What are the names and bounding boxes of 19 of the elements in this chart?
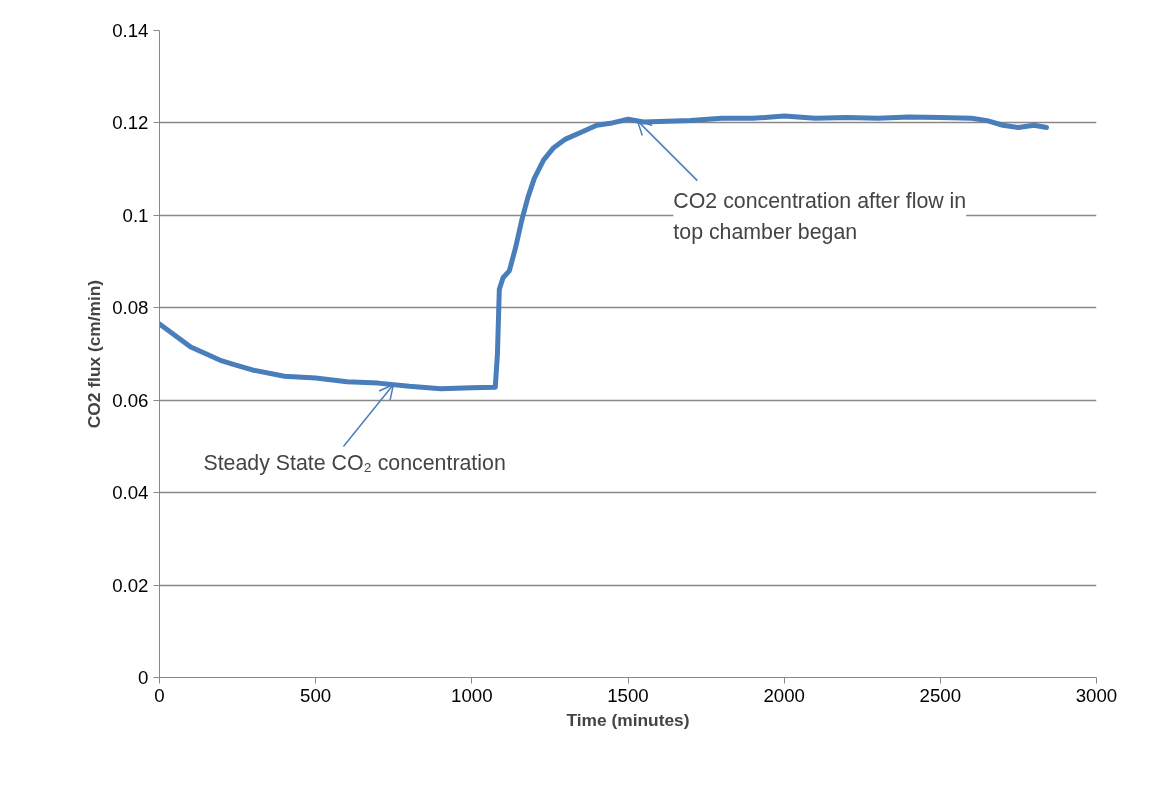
x-tick-label: 2000 — [763, 684, 805, 706]
x-tick-label: 1000 — [451, 684, 493, 706]
y-tick-label: 0.12 — [112, 112, 149, 134]
y-tick-label: 0.04 — [112, 482, 149, 504]
y-tick-label: 0.06 — [112, 389, 149, 411]
x-tick-label: 0 — [154, 684, 165, 706]
annotation: Steady State CO₂ concentration — [203, 450, 506, 475]
y-axis-title: CO2 flux (cm/min) — [84, 279, 105, 429]
y-tick-label: 0.08 — [112, 297, 149, 319]
y-tick-label: 0 — [138, 667, 149, 688]
y-tick-label: 0.02 — [112, 574, 149, 596]
annotation: CO2 concentration after flow in top chamber began — [673, 188, 967, 244]
y-tick-label: 0.14 — [112, 20, 149, 41]
y-tick-label: 0.1 — [122, 204, 149, 226]
x-tick-label: 1500 — [607, 684, 649, 706]
x-tick-label: 500 — [300, 684, 332, 706]
x-axis-title: Time (minutes) — [566, 709, 690, 730]
x-tick-label: 3000 — [1075, 684, 1118, 706]
x-tick-label: 2500 — [919, 684, 962, 706]
